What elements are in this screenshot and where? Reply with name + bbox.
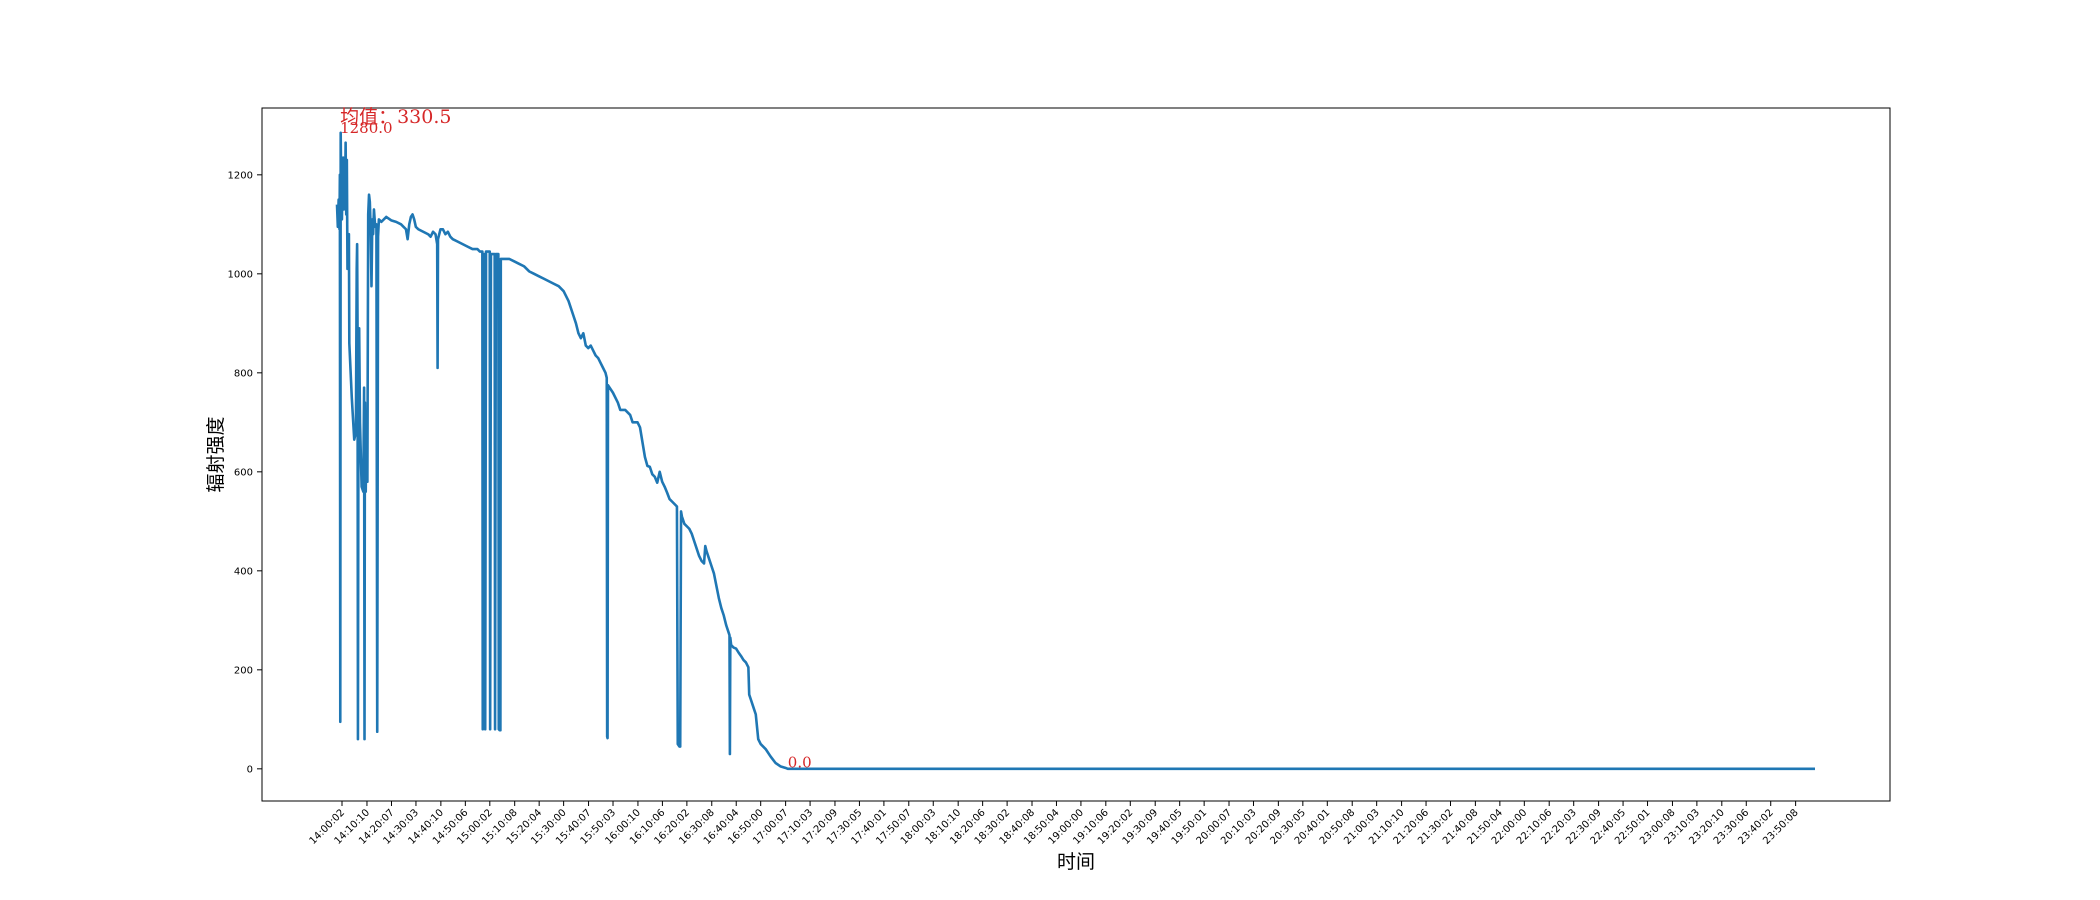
y-axis-label: 辐射强度 xyxy=(205,416,227,492)
series-line-0 xyxy=(335,131,1815,771)
y-tick-label-0: 0 xyxy=(247,764,253,775)
plot-area: 02004006008001000120014:00:0214:10:1014:… xyxy=(228,106,1891,847)
y-tick-label-5: 1000 xyxy=(228,269,253,280)
y-tick-label-4: 800 xyxy=(234,368,253,379)
annotation-2: 0.0 xyxy=(788,753,812,771)
y-tick-label-2: 400 xyxy=(234,566,253,577)
annotation-0: 均值：330.5 xyxy=(340,106,451,128)
plot-frame xyxy=(261,107,1891,802)
y-tick-label-1: 200 xyxy=(234,665,253,676)
annotation-1: 1280.0 xyxy=(340,119,393,137)
y-tick-label-3: 600 xyxy=(234,467,253,478)
y-tick-label-6: 1200 xyxy=(228,170,253,181)
x-axis-label: 时间 xyxy=(1057,851,1095,873)
